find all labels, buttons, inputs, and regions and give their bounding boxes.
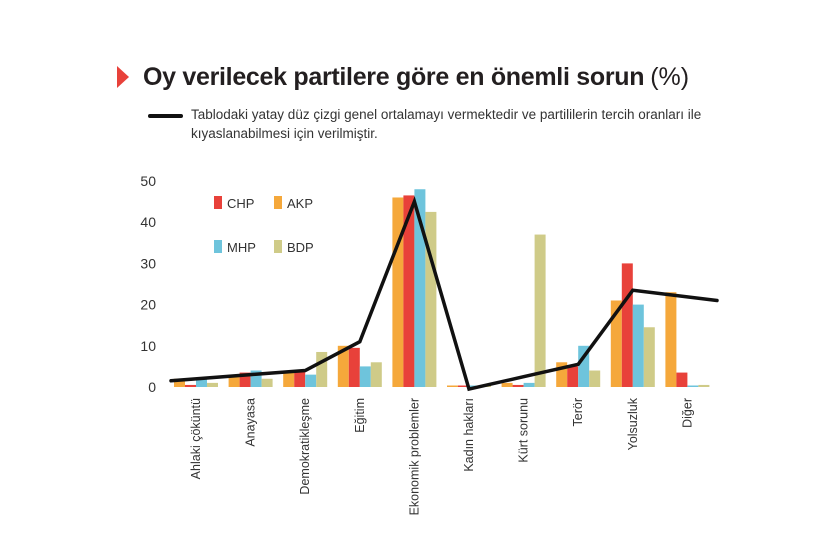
y-tick-label: 40 <box>140 214 156 230</box>
bar-mhp <box>578 345 590 387</box>
bar-akp <box>610 300 622 387</box>
x-category-label: Ekonomik problemler <box>407 398 421 515</box>
bar-chp <box>294 370 306 387</box>
legend-swatch-akp <box>274 196 282 209</box>
legend-label-bdp: BDP <box>287 240 314 255</box>
bar-akp <box>283 370 295 387</box>
x-category-label: Kürt sorunu <box>517 398 531 463</box>
x-category-label: Terör <box>571 398 585 426</box>
bar-mhp <box>687 385 699 387</box>
bar-bdp <box>316 351 328 387</box>
legend-label-chp: CHP <box>227 196 254 211</box>
bar-chp <box>239 372 251 387</box>
bar-akp <box>174 378 185 387</box>
bar-mhp <box>359 366 371 387</box>
x-category-label: Demokratikleşme <box>298 398 312 495</box>
bar-mhp <box>250 370 262 387</box>
bar-chp <box>621 263 633 387</box>
bar-akp <box>337 345 349 387</box>
average-line-legend-icon <box>148 114 183 118</box>
bar-akp <box>392 197 404 387</box>
legend-swatch-chp <box>214 196 222 209</box>
chart-title: Oy verilecek partilere göre en önemli so… <box>143 62 645 91</box>
bar-akp <box>665 292 677 387</box>
bar-bdp <box>370 362 382 387</box>
title-row: Oy verilecek partilere göre en önemli so… <box>117 60 689 94</box>
x-category-label: Ahlaki çöküntü <box>189 398 203 479</box>
bar-bdp <box>698 384 710 387</box>
legend-label-mhp: MHP <box>227 240 256 255</box>
x-category-label: Diğer <box>680 398 694 428</box>
bar-mhp <box>632 304 644 387</box>
bar-bdp <box>425 211 437 387</box>
legend-label-akp: AKP <box>287 196 313 211</box>
bar-chp <box>403 195 415 387</box>
y-tick-label: 50 <box>140 173 156 189</box>
bar-chp <box>512 384 524 387</box>
x-category-label: Eğitim <box>353 398 367 433</box>
bar-bdp <box>261 378 273 387</box>
bar-bdp <box>643 327 655 387</box>
bar-akp <box>556 362 568 387</box>
x-category-label: Yolsuzluk <box>626 397 640 450</box>
y-tick-label: 10 <box>140 338 156 354</box>
bar-akp <box>228 374 240 387</box>
legend-swatch-bdp <box>274 240 282 253</box>
bar-bdp <box>207 382 218 387</box>
bar-mhp <box>305 374 317 387</box>
y-tick-label: 20 <box>140 297 156 313</box>
chart-note: Tablodaki yatay düz çizgi genel ortalama… <box>191 107 702 141</box>
bar-akp <box>447 385 458 387</box>
bar-bdp <box>534 234 546 387</box>
y-tick-label: 30 <box>140 255 156 271</box>
x-category-label: Anayasa <box>244 398 258 447</box>
bar-mhp <box>414 189 426 387</box>
y-tick-label: 0 <box>148 379 156 395</box>
bar-mhp <box>523 382 535 387</box>
bar-chp <box>185 384 196 387</box>
average-line <box>169 196 719 392</box>
legend-swatch-mhp <box>214 240 222 253</box>
bar-akp <box>501 382 513 387</box>
bar-bdp <box>589 370 601 387</box>
bar-chp <box>348 347 360 387</box>
title-marker-icon <box>117 66 129 88</box>
x-category-label: Kadın hakları <box>462 398 476 472</box>
bar-chp <box>458 385 469 387</box>
bar-chp <box>567 366 579 387</box>
bar-mhp <box>196 378 207 387</box>
bar-chp <box>676 372 688 387</box>
chart-title-unit: (%) <box>650 62 690 91</box>
